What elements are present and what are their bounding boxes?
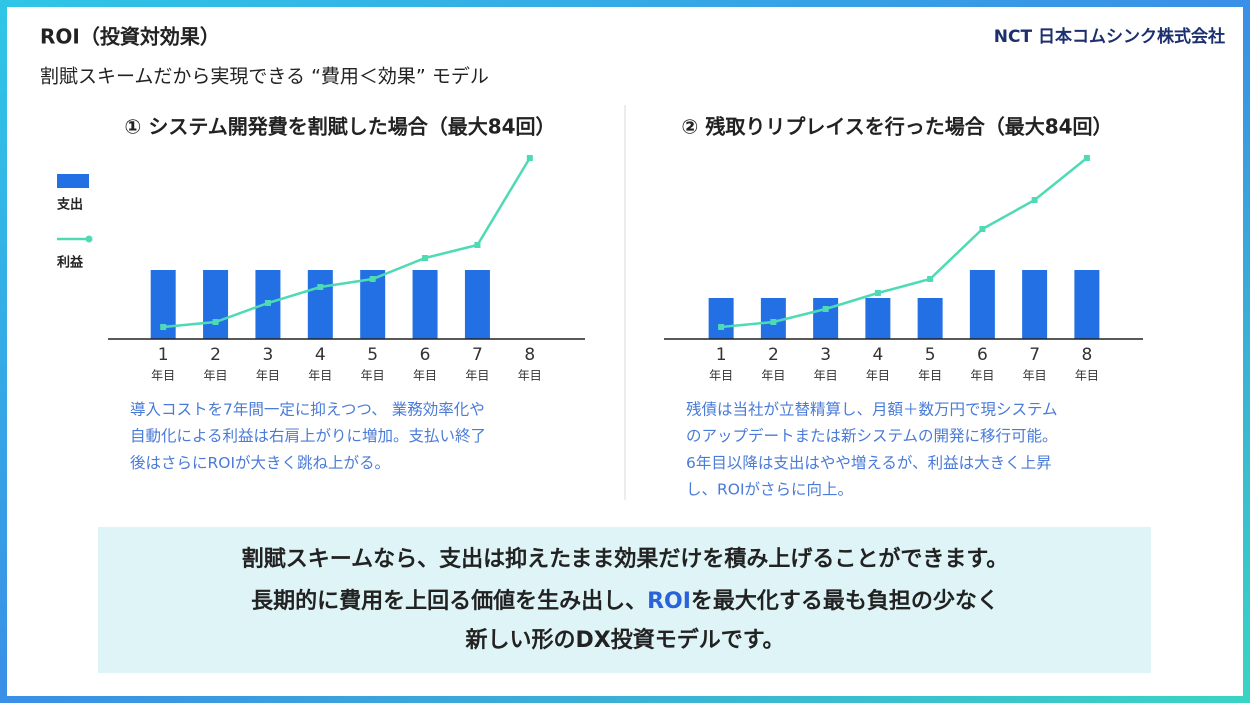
- x-tick-unit: 年目: [413, 369, 437, 383]
- line-marker: [422, 255, 429, 261]
- chart-title: ② 残取りリプレイスを行った場合（最大84回）: [681, 115, 1112, 139]
- x-tick-unit: 年目: [761, 369, 785, 383]
- callout-line: 新しい形のDX投資モデルです。: [464, 627, 784, 653]
- caption: 自動化による利益は右肩上がりに増加。支払い終了: [130, 427, 486, 445]
- bar: [917, 298, 943, 339]
- x-tick-label: 7: [472, 345, 483, 365]
- chart-title: ① システム開発費を割賦した場合（最大84回）: [124, 115, 555, 139]
- bar: [969, 270, 995, 339]
- callout-highlight: ROI: [647, 589, 691, 614]
- subtitle: 割賦スキームだから実現できる “費用＜効果” モデル: [40, 66, 489, 88]
- x-tick-unit: 年目: [1075, 369, 1099, 383]
- bar: [464, 270, 490, 339]
- x-tick-label: 6: [420, 345, 431, 365]
- x-tick-label: 4: [872, 345, 883, 365]
- x-tick-unit: 年目: [866, 369, 890, 383]
- callout-line: 割賦スキームなら、支出は抑えたまま効果だけを積み上げることができます。: [242, 546, 1008, 572]
- line: [721, 157, 1088, 329]
- x-tick-unit: 年目: [918, 369, 942, 383]
- line-marker: [264, 300, 271, 306]
- x-tick-label: 2: [210, 345, 221, 365]
- line: [163, 157, 531, 329]
- line-marker: [874, 290, 881, 296]
- x-tick-unit: 年目: [518, 369, 542, 383]
- charts: ① システム開発費を割賦した場合（最大84回）1年目2年目3年目4年目5年目6年…: [57, 115, 1143, 499]
- caption: 導入コストを7年間一定に抑えつつ、 業務効率化や: [130, 401, 485, 419]
- x-tick-label: 5: [367, 345, 378, 365]
- bar: [760, 298, 786, 339]
- line-marker: [160, 324, 167, 330]
- x-tick-label: 3: [820, 345, 831, 365]
- line-marker: [770, 319, 777, 325]
- bar: [1022, 270, 1048, 339]
- legend-swatch: [57, 174, 89, 188]
- x-tick-label: 7: [1029, 345, 1040, 365]
- x-tick-unit: 年目: [361, 369, 385, 383]
- x-tick-label: 4: [315, 345, 326, 365]
- callout-text: 長期的に費用を上回る価値を生み出し、: [251, 588, 647, 614]
- line-marker: [1031, 197, 1038, 203]
- line-marker: [822, 306, 829, 312]
- x-tick-unit: 年目: [308, 369, 332, 383]
- bar: [708, 298, 734, 339]
- bar: [813, 298, 839, 339]
- bar: [307, 270, 333, 339]
- x-tick-unit: 年目: [204, 369, 228, 383]
- line-marker: [369, 276, 376, 282]
- bar: [865, 298, 891, 339]
- x-tick-unit: 年目: [814, 369, 838, 383]
- callout-text: を最大化する最も負担の少なく: [691, 588, 999, 614]
- line-marker: [979, 226, 986, 232]
- line-marker: [927, 276, 934, 282]
- x-tick-unit: 年目: [256, 369, 280, 383]
- x-tick-label: 2: [768, 345, 779, 365]
- line-marker: [212, 319, 219, 325]
- callout-line: 長期的に費用を上回る価値を生み出し、ROIを最大化する最も負担の少なく: [251, 588, 999, 614]
- line-marker: [718, 324, 725, 330]
- caption: のアップデートまたは新システムの開発に移行可能。: [686, 426, 1058, 445]
- x-tick-label: 8: [1081, 345, 1092, 365]
- x-tick-unit: 年目: [465, 369, 489, 383]
- x-tick-label: 6: [977, 345, 988, 365]
- legend-swatch: [85, 235, 93, 243]
- bar: [412, 270, 438, 339]
- bar: [203, 270, 229, 339]
- caption: 残債は当社が立替精算し、月額＋数万円で現システム: [686, 400, 1058, 419]
- x-tick-unit: 年目: [709, 369, 733, 383]
- title: ROI（投資対効果）: [40, 25, 220, 49]
- legend-label: 支出: [57, 197, 83, 213]
- x-tick-label: 8: [524, 345, 535, 365]
- caption: し、ROIがさらに向上。: [686, 481, 853, 499]
- x-tick-label: 1: [158, 345, 169, 365]
- line-marker: [1083, 155, 1090, 161]
- caption: 6年目以降は支出はやや増えるが、利益は大きく上昇: [686, 454, 1052, 472]
- x-tick-unit: 年目: [970, 369, 994, 383]
- caption: 後はさらにROIが大きく跳ね上がる。: [130, 454, 390, 472]
- line-marker: [526, 155, 533, 161]
- legend-label: 利益: [57, 255, 84, 271]
- callout-box: [98, 527, 1151, 673]
- x-tick-label: 3: [263, 345, 274, 365]
- bar: [1074, 270, 1100, 339]
- x-tick-unit: 年目: [151, 369, 175, 383]
- x-tick-unit: 年目: [1023, 369, 1047, 383]
- x-tick-label: 5: [925, 345, 936, 365]
- line-marker: [317, 284, 324, 290]
- x-tick-label: 1: [716, 345, 727, 365]
- line-marker: [474, 242, 481, 248]
- logo: NCT 日本コムシンク株式会社: [994, 26, 1225, 47]
